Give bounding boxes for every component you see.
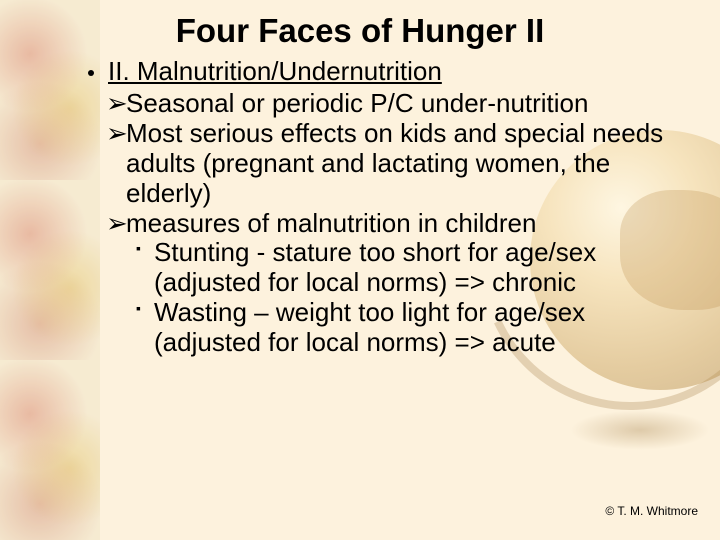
bullet-list-level-2: Stunting - stature too short for age/sex… [126,238,696,358]
list-item-text: Seasonal or periodic P/C under-nutrition [126,88,588,118]
list-item-text: Wasting – weight too light for age/sex (… [154,297,585,357]
list-item-text: measures of malnutrition in children [126,208,536,238]
bullet-list-level-1: Seasonal or periodic P/C under-nutrition… [108,89,696,358]
slide-content: II. Malnutrition/Undernutrition Seasonal… [24,56,696,358]
list-item-text: Stunting - stature too short for age/sex… [154,237,596,297]
copyright-text: © T. M. Whitmore [605,504,698,518]
top-level-bullet-dot [88,70,94,76]
section-heading: II. Malnutrition/Undernutrition [108,56,696,87]
list-item: measures of malnutrition in children Stu… [126,209,696,358]
list-item: Stunting - stature too short for age/sex… [154,238,696,298]
list-item: Most serious effects on kids and special… [126,119,696,209]
slide-container: Four Faces of Hunger II II. Malnutrition… [0,0,720,540]
list-item-text: Most serious effects on kids and special… [126,118,663,208]
list-item: Wasting – weight too light for age/sex (… [154,298,696,358]
list-item: Seasonal or periodic P/C under-nutrition [126,89,696,119]
slide-title: Four Faces of Hunger II [24,12,696,50]
